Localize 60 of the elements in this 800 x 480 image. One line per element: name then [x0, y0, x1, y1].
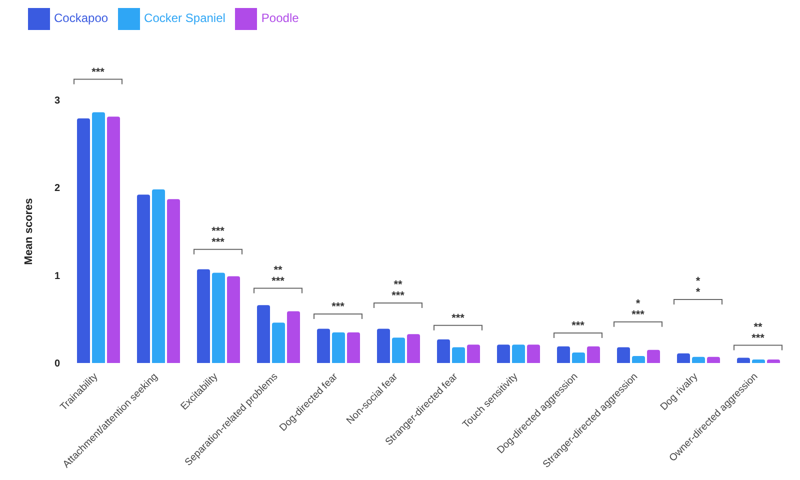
- bar: [737, 358, 750, 363]
- bar: [287, 311, 300, 363]
- bar: [557, 346, 570, 363]
- text: ***: [92, 66, 106, 78]
- bar: [407, 334, 420, 363]
- bar: [497, 344, 510, 363]
- annotation: ***: [332, 300, 346, 313]
- annotation: ***: [212, 225, 226, 238]
- bar: [527, 344, 540, 363]
- bar: [197, 269, 210, 363]
- bar: [632, 356, 645, 363]
- annotation: *: [696, 286, 701, 299]
- annotation: ***: [212, 236, 226, 248]
- annotation: ***: [452, 312, 466, 324]
- bar: [587, 346, 600, 363]
- bar: [257, 305, 270, 363]
- bar: [752, 359, 765, 363]
- bar: [677, 353, 690, 363]
- annotation: **: [274, 264, 283, 276]
- bar: [227, 276, 240, 363]
- annotation: ***: [272, 275, 286, 288]
- annotation: ***: [752, 332, 766, 344]
- bar: [767, 359, 780, 363]
- legend-label: Cocker Spaniel: [144, 11, 226, 26]
- annotation: *: [636, 298, 641, 310]
- bar: [107, 116, 120, 363]
- annotation: *: [696, 276, 701, 288]
- bar: [512, 344, 525, 363]
- legend-label: Poodle: [261, 11, 299, 26]
- annotation: **: [754, 321, 763, 334]
- bar: [377, 328, 390, 363]
- legend-label: Cockapoo: [54, 11, 108, 26]
- bar: [317, 328, 330, 363]
- annotation: ***: [392, 290, 406, 302]
- bar: [692, 356, 705, 363]
- bar: [437, 339, 450, 363]
- bar: [347, 332, 360, 363]
- bar: [617, 347, 630, 363]
- bar: [572, 352, 585, 363]
- annotation: ***: [572, 320, 586, 332]
- bar: [77, 118, 90, 363]
- y-axis-title: Mean scores: [22, 198, 35, 265]
- bar: [137, 194, 150, 363]
- y-tick-label: 2: [54, 183, 60, 194]
- bar: [92, 112, 105, 363]
- bar: [392, 338, 405, 363]
- bar: [332, 332, 345, 363]
- annotation: **: [394, 278, 403, 291]
- bar: [467, 344, 480, 363]
- annotation: ***: [632, 308, 646, 321]
- bar: [212, 272, 225, 363]
- bar: [707, 356, 720, 363]
- y-tick-label: 3: [54, 96, 60, 107]
- bar: [167, 199, 180, 363]
- bar: [452, 347, 465, 363]
- bar: [647, 350, 660, 363]
- y-tick-label: 0: [54, 358, 60, 370]
- bar: [272, 322, 285, 363]
- bar: [152, 189, 165, 363]
- y-tick-label: 1: [54, 270, 60, 282]
